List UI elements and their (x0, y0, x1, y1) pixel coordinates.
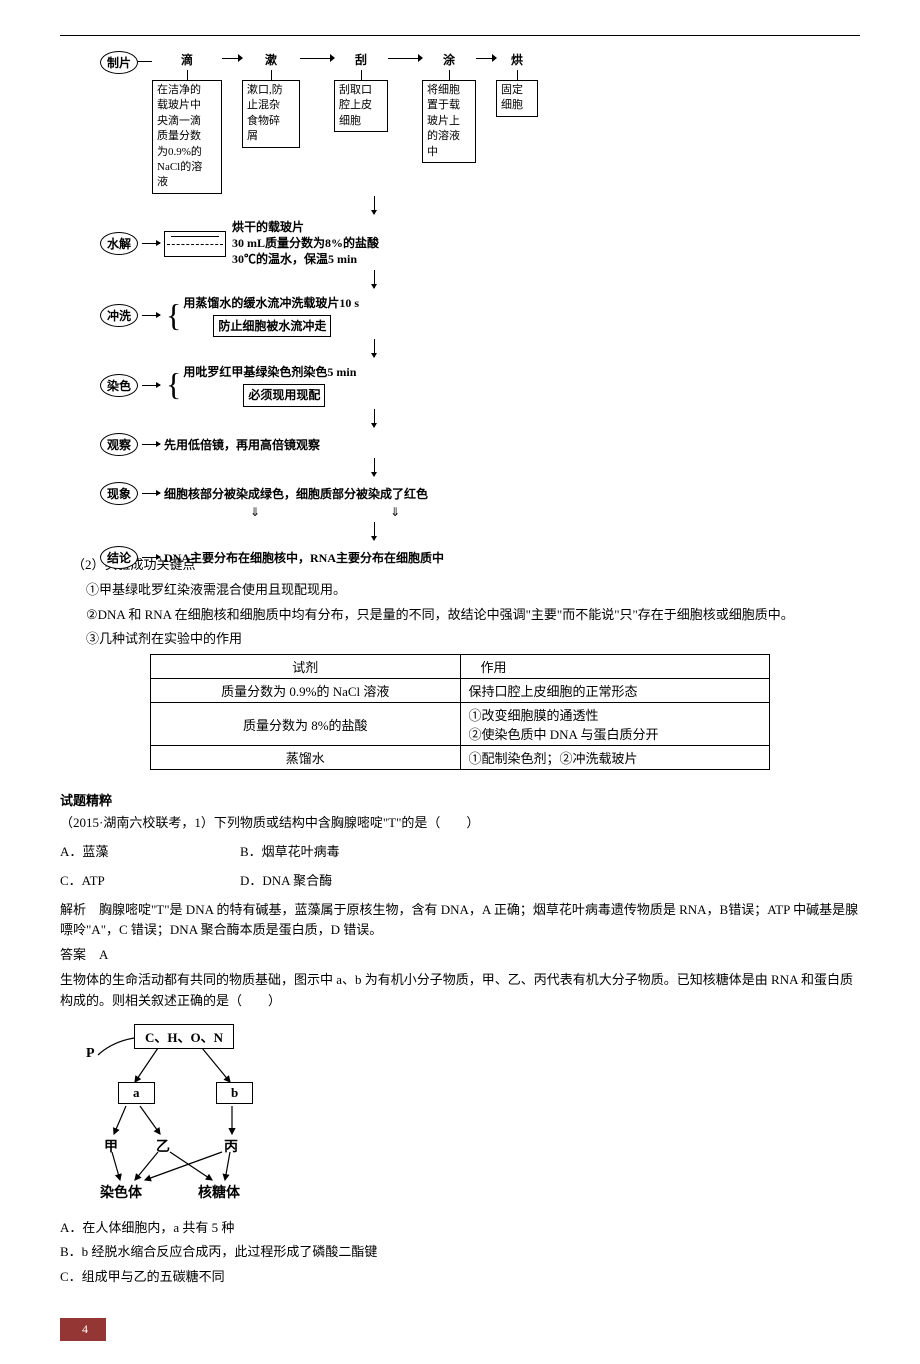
down-arrow-icon (374, 409, 375, 427)
q2-opt-c: C．组成甲与乙的五碳糖不同 (60, 1267, 860, 1288)
table-row: 质量分数为 8%的盐酸 ①改变细胞膜的通透性 ②使染色质中 DNA 与蛋白质分开 (151, 703, 770, 746)
d2-chromo: 染色体 (100, 1182, 142, 1202)
step-rinse-box: 漱口,防 止混杂 食物碎 屑 (242, 80, 300, 148)
step-conclusion-oval: 结论 (100, 546, 138, 569)
page-footer: 4 (60, 1318, 860, 1344)
cell-r1c1: 质量分数为 0.9%的 NaCl 溶液 (151, 679, 461, 703)
down-arrow-icon (374, 339, 375, 357)
q2-opt-a: A．在人体细胞内，a 共有 5 种 (60, 1218, 860, 1239)
q2-opt-b: B．b 经脱水缩合反应合成丙，此过程形成了磷酸二酯键 (60, 1242, 860, 1263)
down-arrow-icon (374, 196, 375, 214)
step-dry-label: 烘 (511, 51, 523, 68)
cell-r2c1: 质量分数为 8%的盐酸 (151, 703, 461, 746)
step-drip-label: 滴 (181, 51, 193, 68)
observe-text: 先用低倍镜，再用高倍镜观察 (164, 436, 320, 453)
arrow-icon (142, 315, 160, 316)
arrow-icon (142, 557, 160, 558)
stain-text: 用吡罗红甲基绿染色剂染色5 min (183, 363, 356, 380)
cell-r3c1: 蒸馏水 (151, 746, 461, 770)
header-rule (60, 30, 860, 36)
d2-p-label: P (86, 1046, 95, 1062)
conclusion-text: DNA主要分布在细胞核中，RNA主要分布在细胞质中 (164, 549, 444, 566)
arrow-icon (142, 385, 160, 386)
step-drip-box: 在洁净的 载玻片中 央滴一滴 质量分数 为0.9%的 NaCl的溶 液 (152, 80, 222, 194)
step-scrape-label: 刮 (355, 51, 367, 68)
step-smear-label: 涂 (443, 51, 455, 68)
hydrolysis-line1: 烘干的载玻片 (232, 220, 379, 237)
d2-b-box: b (216, 1082, 253, 1104)
d2-bing: 丙 (224, 1136, 238, 1156)
petri-dish-icon (164, 231, 226, 257)
q2-diagram: C、H、O、N P a b 甲 乙 丙 染色体 核糖体 (80, 1020, 300, 1210)
th-effect: 作用 (460, 655, 770, 679)
q1-opt-a: A．蓝藻 (60, 842, 240, 863)
step-observe-oval: 观察 (100, 433, 138, 456)
q1-stem: （2015·湖南六校联考，1）下列物质或结构中含胸腺嘧啶"T"的是（ ） (60, 813, 860, 834)
th-reagent: 试剂 (151, 655, 461, 679)
q2-stem: 生物体的生命活动都有共同的物质基础，图示中 a、b 为有机小分子物质，甲、乙、丙… (60, 970, 860, 1012)
section-questions-title: 试题精粹 (60, 790, 860, 809)
phenomenon-text: 细胞核部分被染成绿色，细胞质部分被染成了红色 (164, 485, 428, 502)
step-dry-box: 固定 细胞 (496, 80, 538, 117)
q1-explain: 解析 胸腺嘧啶"T"是 DNA 的特有碱基，蓝藻属于原核生物，含有 DNA，A … (60, 900, 860, 942)
step-rinse-label: 漱 (265, 51, 277, 68)
step-hydrolysis-oval: 水解 (100, 232, 138, 255)
q1-opt-d: D．DNA 聚合酶 (240, 871, 420, 892)
arrow-icon (142, 243, 160, 244)
step-smear-box: 将细胞 置于载 玻片上 的溶液 中 (422, 80, 476, 163)
table-row: 试剂 作用 (151, 655, 770, 679)
down-arrow-icon (374, 270, 375, 288)
q1-opt-c: C．ATP (60, 871, 240, 892)
down-arrow-icon (374, 458, 375, 476)
arrow-icon (142, 444, 160, 445)
d2-a-box: a (118, 1082, 155, 1104)
cell-r2c2: ①改变细胞膜的通透性 ②使染色质中 DNA 与蛋白质分开 (460, 703, 770, 746)
step-phenomenon-oval: 现象 (100, 482, 138, 505)
table-row: 蒸馏水 ①配制染色剂；②冲洗载玻片 (151, 746, 770, 770)
step-stain-oval: 染色 (100, 374, 138, 397)
hydrolysis-line3: 30℃的温水，保温5 min (232, 252, 379, 268)
d2-yi: 乙 (156, 1136, 170, 1156)
keypoint-1: ①甲基绿吡罗红染液需混合使用且现配现用。 (60, 580, 860, 601)
down-indicators: ⇓⇓ (250, 505, 630, 520)
step-scrape-box: 刮取口 腔上皮 细胞 (334, 80, 388, 132)
brace-icon: { (166, 372, 181, 398)
d2-top-box: C、H、O、N (134, 1024, 234, 1049)
q1-answer: 答案 A (60, 945, 860, 966)
cell-r3c2: ①配制染色剂；②冲洗载玻片 (460, 746, 770, 770)
hydrolysis-line2: 30 mL质量分数为8%的盐酸 (232, 236, 379, 252)
wash-text: 用蒸馏水的缓水流冲洗载玻片10 s (183, 294, 359, 311)
d2-jia: 甲 (104, 1136, 118, 1156)
q1-opt-b: B．烟草花叶病毒 (240, 842, 420, 863)
step-prep-oval: 制片 (100, 51, 138, 74)
page-number: 4 (60, 1318, 106, 1341)
keypoint-2: ②DNA 和 RNA 在细胞核和细胞质中均有分布，只是量的不同，故结论中强调"主… (60, 605, 860, 626)
experiment-flowchart: 制片 滴 在洁净的 载玻片中 央滴一滴 质量分数 为0.9%的 NaCl的溶 液… (100, 51, 630, 551)
wash-note-box: 防止细胞被水流冲走 (213, 315, 331, 338)
d2-ribo: 核糖体 (198, 1182, 240, 1202)
down-arrow-icon (374, 522, 375, 540)
stain-note-box: 必须现用现配 (243, 384, 325, 407)
keypoint-3: ③几种试剂在实验中的作用 (60, 629, 860, 650)
step-wash-oval: 冲洗 (100, 304, 138, 327)
table-row: 质量分数为 0.9%的 NaCl 溶液 保持口腔上皮细胞的正常形态 (151, 679, 770, 703)
cell-r1c2: 保持口腔上皮细胞的正常形态 (460, 679, 770, 703)
reagent-table: 试剂 作用 质量分数为 0.9%的 NaCl 溶液 保持口腔上皮细胞的正常形态 … (150, 654, 770, 770)
brace-icon: { (166, 303, 181, 329)
arrow-icon (142, 493, 160, 494)
